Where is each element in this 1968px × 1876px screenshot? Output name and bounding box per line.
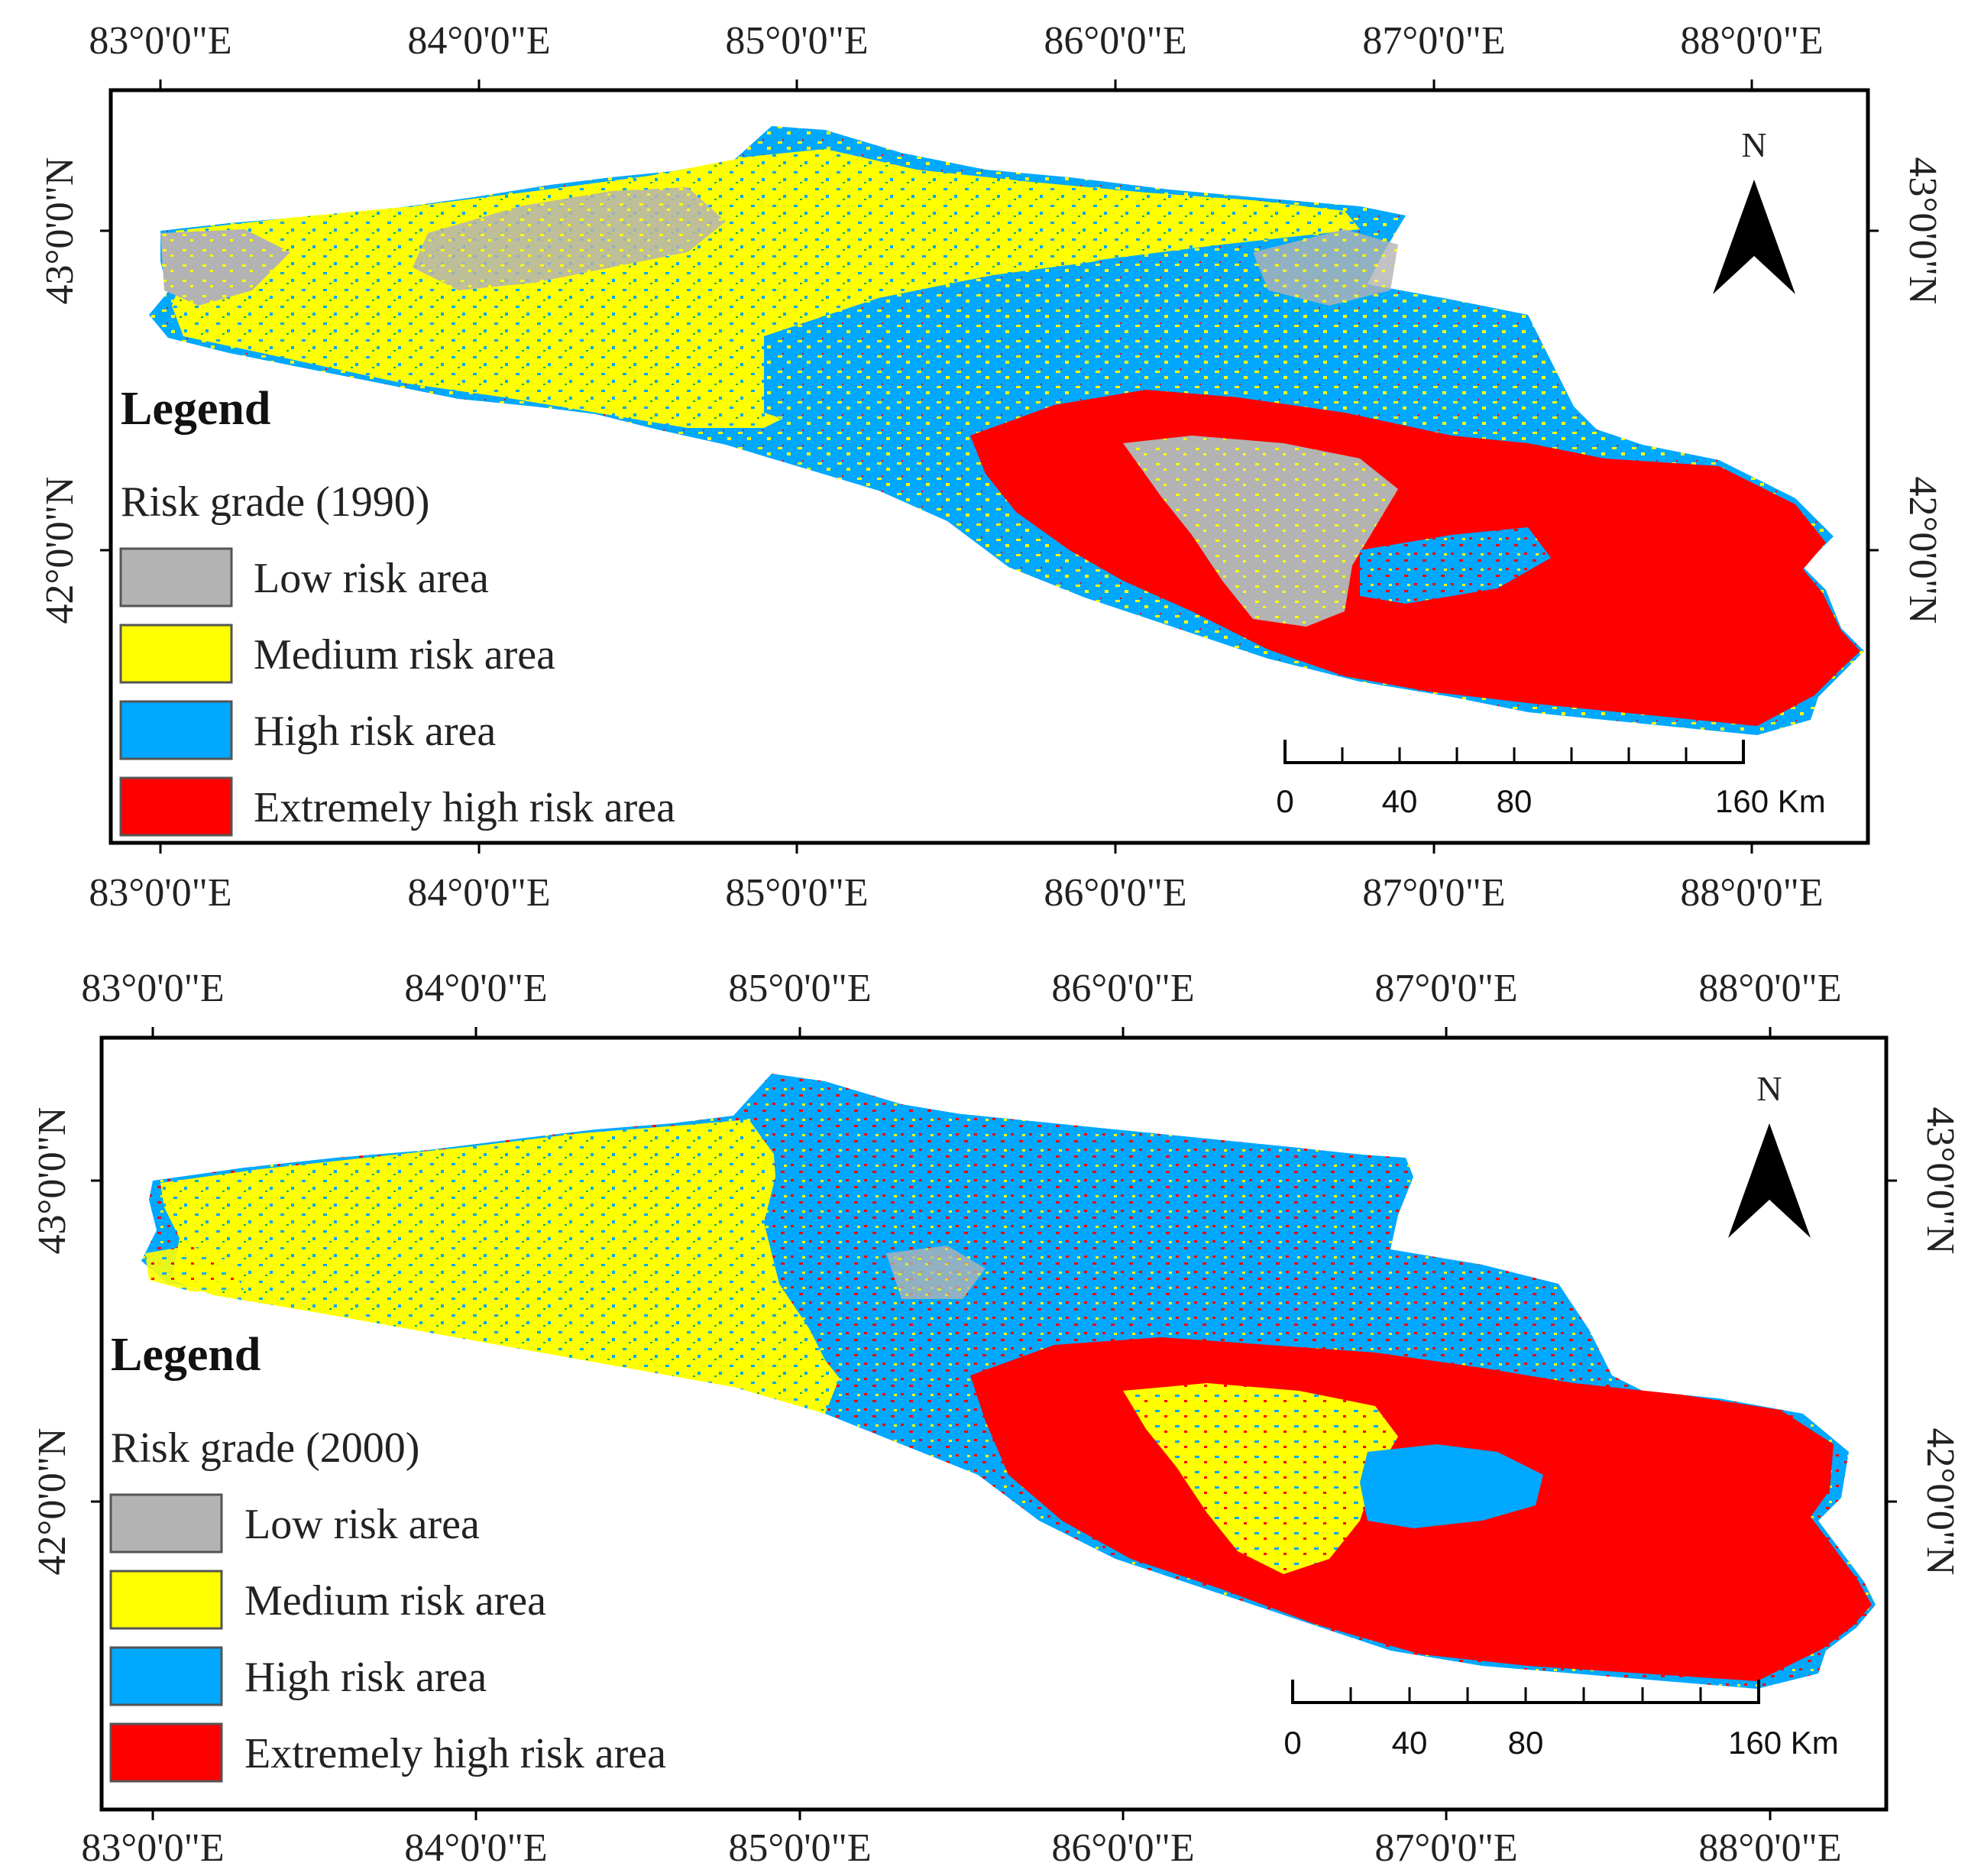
legend-item-label: Extremely high risk area	[244, 1730, 666, 1777]
legend-swatch	[109, 1722, 223, 1783]
legend-swatch	[119, 776, 233, 837]
legend: Legend Risk grade (2000) Low risk area M…	[109, 1329, 666, 1783]
tick-label: 86°0'0"E	[1044, 19, 1186, 63]
legend: Legend Risk grade (1990) Low risk area M…	[119, 383, 675, 837]
scale-label: 80	[1508, 1725, 1544, 1761]
extreme-risk-west	[145, 1246, 244, 1291]
tick-label: 84°0'0"E	[404, 967, 547, 1010]
north-arrow: N	[1713, 125, 1795, 294]
left-latitude-ticks: 43°0'0"N 42°0'0"N	[31, 1107, 102, 1576]
tick-label: 88°0'0"E	[1698, 967, 1841, 1010]
high-risk-lake	[1360, 1444, 1543, 1528]
low-risk-zone-central	[413, 187, 726, 290]
scale-label: 0	[1276, 783, 1293, 819]
scale-label: 160 Km	[1728, 1725, 1839, 1761]
medium-risk-core	[1123, 1383, 1398, 1574]
legend-item-label: Low risk area	[254, 555, 489, 602]
scale-label: 40	[1382, 783, 1418, 819]
top-longitude-ticks: 83°0'0"E 84°0'0"E 85°0'0"E 86°0'0"E 87°0…	[89, 19, 1824, 90]
tick-label: 43°0'0"N	[1901, 157, 1944, 305]
right-latitude-ticks: 43°0'0"N 42°0'0"N	[1868, 157, 1944, 624]
risk-region-map	[141, 1074, 1876, 1689]
low-risk-zone-west	[160, 229, 290, 306]
tick-label: 42°0'0"N	[1918, 1428, 1962, 1576]
map-2000: 83°0'0"E 84°0'0"E 85°0'0"E 86°0'0"E 87°0…	[31, 967, 1962, 1870]
legend-item-label: High risk area	[254, 708, 496, 755]
high-risk-inner	[1360, 527, 1551, 604]
north-arrow-icon	[1713, 180, 1795, 294]
tick-label: 88°0'0"E	[1680, 19, 1823, 63]
scale-label: 0	[1283, 1725, 1301, 1761]
legend-title: Legend	[111, 1329, 261, 1381]
north-arrow-icon	[1728, 1123, 1811, 1238]
legend-subtitle: Risk grade (2000)	[111, 1424, 419, 1472]
scale-bar: 0 40 80 160 Km	[1276, 740, 1826, 819]
low-risk-patch	[886, 1246, 986, 1299]
legend-swatch	[119, 624, 233, 684]
tick-label: 84°0'0"E	[404, 1826, 547, 1870]
tick-label: 88°0'0"E	[1698, 1826, 1841, 1870]
scale-label: 80	[1497, 783, 1533, 819]
bottom-longitude-ticks: 83°0'0"E 84°0'0"E 85°0'0"E 86°0'0"E 87°0…	[89, 843, 1824, 915]
high-risk-band	[764, 252, 1192, 428]
legend-item-label: Medium risk area	[244, 1577, 546, 1625]
tick-label: 86°0'0"E	[1044, 871, 1186, 915]
medium-risk-zone	[160, 1119, 840, 1414]
legend-swatch	[109, 1493, 223, 1554]
low-risk-core	[1123, 436, 1398, 627]
bottom-longitude-ticks: 83°0'0"E 84°0'0"E 85°0'0"E 86°0'0"E 87°0…	[81, 1810, 1842, 1870]
medium-risk-zone	[172, 149, 1360, 428]
tick-label: 87°0'0"E	[1362, 19, 1505, 63]
top-longitude-ticks: 83°0'0"E 84°0'0"E 85°0'0"E 86°0'0"E 87°0…	[81, 967, 1842, 1038]
left-latitude-ticks: 43°0'0"N 42°0'0"N	[38, 157, 111, 624]
tick-label: 88°0'0"E	[1680, 871, 1823, 915]
tick-label: 87°0'0"E	[1362, 871, 1505, 915]
tick-label: 43°0'0"N	[1918, 1107, 1962, 1255]
tick-label: 43°0'0"N	[31, 1107, 74, 1255]
tick-label: 86°0'0"E	[1051, 1826, 1194, 1870]
tick-label: 85°0'0"E	[728, 967, 871, 1010]
tick-label: 43°0'0"N	[38, 157, 82, 305]
risk-region-map	[149, 126, 1864, 735]
tick-label: 85°0'0"E	[725, 871, 868, 915]
legend-subtitle: Risk grade (1990)	[121, 478, 429, 526]
tick-label: 83°0'0"E	[89, 19, 231, 63]
tick-label: 85°0'0"E	[725, 19, 868, 63]
map-1990: 83°0'0"E 84°0'0"E 85°0'0"E 86°0'0"E 87°0…	[38, 19, 1944, 915]
tick-label: 42°0'0"N	[1901, 477, 1944, 624]
tick-label: 42°0'0"N	[38, 477, 82, 624]
tick-label: 87°0'0"E	[1374, 967, 1517, 1010]
legend-title: Legend	[121, 383, 270, 435]
tick-label: 42°0'0"N	[31, 1428, 74, 1576]
legend-item-label: Extremely high risk area	[254, 784, 675, 831]
right-latitude-ticks: 43°0'0"N 42°0'0"N	[1886, 1107, 1962, 1576]
legend-swatch	[119, 547, 233, 608]
tick-label: 83°0'0"E	[81, 1826, 224, 1870]
tick-label: 83°0'0"E	[89, 871, 231, 915]
north-label: N	[1756, 1069, 1782, 1108]
high-risk-band	[772, 1100, 1398, 1398]
scale-bar: 0 40 80 160 Km	[1283, 1680, 1839, 1761]
tick-label: 85°0'0"E	[728, 1826, 871, 1870]
tick-label: 84°0'0"E	[407, 871, 550, 915]
tick-label: 86°0'0"E	[1051, 967, 1194, 1010]
legend-item-label: Low risk area	[244, 1501, 480, 1548]
legend-item-label: Medium risk area	[254, 631, 555, 679]
low-risk-zone-northeast	[1253, 229, 1398, 306]
legend-swatch	[109, 1646, 223, 1706]
north-label: N	[1741, 125, 1766, 164]
legend-swatch	[109, 1570, 223, 1630]
tick-label: 84°0'0"E	[407, 19, 550, 63]
tick-label: 87°0'0"E	[1374, 1826, 1517, 1870]
legend-swatch	[119, 700, 233, 760]
tick-label: 83°0'0"E	[81, 967, 224, 1010]
scale-label: 160 Km	[1715, 783, 1826, 819]
scale-label: 40	[1392, 1725, 1428, 1761]
north-arrow: N	[1728, 1069, 1811, 1238]
legend-item-label: High risk area	[244, 1654, 487, 1701]
